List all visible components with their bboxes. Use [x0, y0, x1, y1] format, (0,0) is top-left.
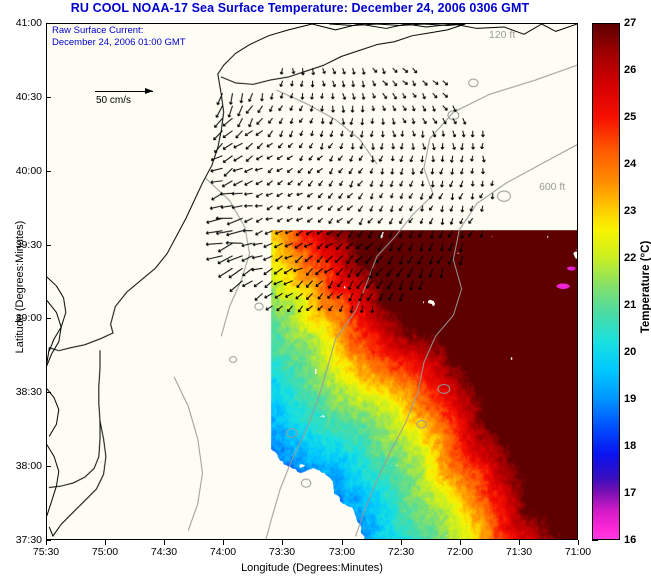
colorbar-tick-label: 23: [624, 205, 637, 217]
current-annotation: Raw Surface Current: December 24, 2006 0…: [52, 25, 186, 48]
x-axis-tick-label: 71:30: [505, 546, 533, 558]
y-axis-tick-label: 38:00: [15, 460, 42, 472]
x-axis-tick: [223, 540, 224, 545]
colorbar-tick-label: 22: [624, 252, 637, 264]
y-axis-tick: [46, 171, 51, 172]
y-axis-tick-label: 40:00: [15, 165, 42, 177]
y-axis-tick-label: 37:30: [15, 534, 42, 546]
annotation-line-2: December 24, 2006 01:00 GMT: [52, 36, 186, 48]
y-axis-tick: [46, 97, 51, 98]
x-axis-tick: [519, 540, 520, 545]
x-axis-tick: [282, 540, 283, 545]
x-axis-tick-label: 72:00: [446, 546, 474, 558]
y-axis-title: Latitude (Degrees:Minutes): [14, 220, 26, 354]
page-title: RU COOL NOAA-17 Sea Surface Temperature:…: [70, 1, 530, 15]
y-axis-tick-label: 41:00: [15, 17, 42, 29]
colorbar-gradient: [593, 24, 619, 539]
y-axis-tick-label: 39:00: [15, 312, 42, 324]
colorbar-tick-label: 17: [624, 487, 637, 499]
colorbar-tick-label: 25: [624, 111, 637, 123]
temperature-colorbar: [592, 23, 620, 540]
colorbar-tick-label: 27: [624, 17, 637, 29]
depth-contour-label-600ft: 600 ft: [539, 181, 566, 193]
y-axis-tick: [46, 245, 51, 246]
x-axis-tick-label: 74:00: [209, 546, 237, 558]
y-axis-tick: [46, 23, 51, 24]
x-axis-tick: [164, 540, 165, 545]
y-axis-tick: [46, 318, 51, 319]
x-axis-tick-label: 75:30: [32, 546, 60, 558]
y-axis-tick-label: 38:30: [15, 386, 42, 398]
sst-and-current-canvas: [47, 24, 577, 539]
colorbar-title: Temperature (°C): [640, 240, 651, 334]
x-axis-title: Longitude (Degrees:Minutes): [241, 562, 383, 574]
scale-arrow-label: 50 cm/s: [96, 95, 132, 106]
colorbar-tick-label: 18: [624, 440, 637, 452]
x-axis-tick-label: 73:30: [268, 546, 296, 558]
scale-arrow-head-icon: [145, 87, 153, 94]
colorbar-tick-label: 20: [624, 346, 637, 358]
colorbar-tick-label: 24: [624, 158, 637, 170]
y-axis-tick: [46, 466, 51, 467]
annotation-line-1: Raw Surface Current:: [52, 25, 144, 36]
colorbar-tick-label: 21: [624, 299, 637, 311]
x-axis-tick: [105, 540, 106, 545]
map-plot-area[interactable]: Raw Surface Current: December 24, 2006 0…: [46, 23, 578, 540]
x-axis-tick: [342, 540, 343, 545]
colorbar-tick-label: 16: [624, 534, 637, 546]
y-axis-tick: [46, 392, 51, 393]
x-axis-tick: [46, 540, 47, 545]
x-axis-tick-label: 75:00: [91, 546, 119, 558]
y-axis-tick-label: 39:30: [15, 239, 42, 251]
y-axis-tick: [46, 540, 51, 541]
scale-arrow-shaft: [95, 91, 153, 92]
colorbar-tick-label: 26: [624, 64, 637, 76]
x-axis-tick-label: 73:00: [328, 546, 356, 558]
x-axis-tick-label: 74:30: [150, 546, 178, 558]
colorbar-tick: [592, 540, 598, 541]
x-axis-tick-label: 72:30: [387, 546, 415, 558]
y-axis-tick-label: 40:30: [15, 91, 42, 103]
x-axis-tick-label: 71:00: [564, 546, 592, 558]
x-axis-tick: [401, 540, 402, 545]
x-axis-tick: [460, 540, 461, 545]
colorbar-tick-label: 19: [624, 393, 637, 405]
depth-contour-label-120ft: 120 ft: [489, 29, 516, 41]
x-axis-tick: [578, 540, 579, 545]
